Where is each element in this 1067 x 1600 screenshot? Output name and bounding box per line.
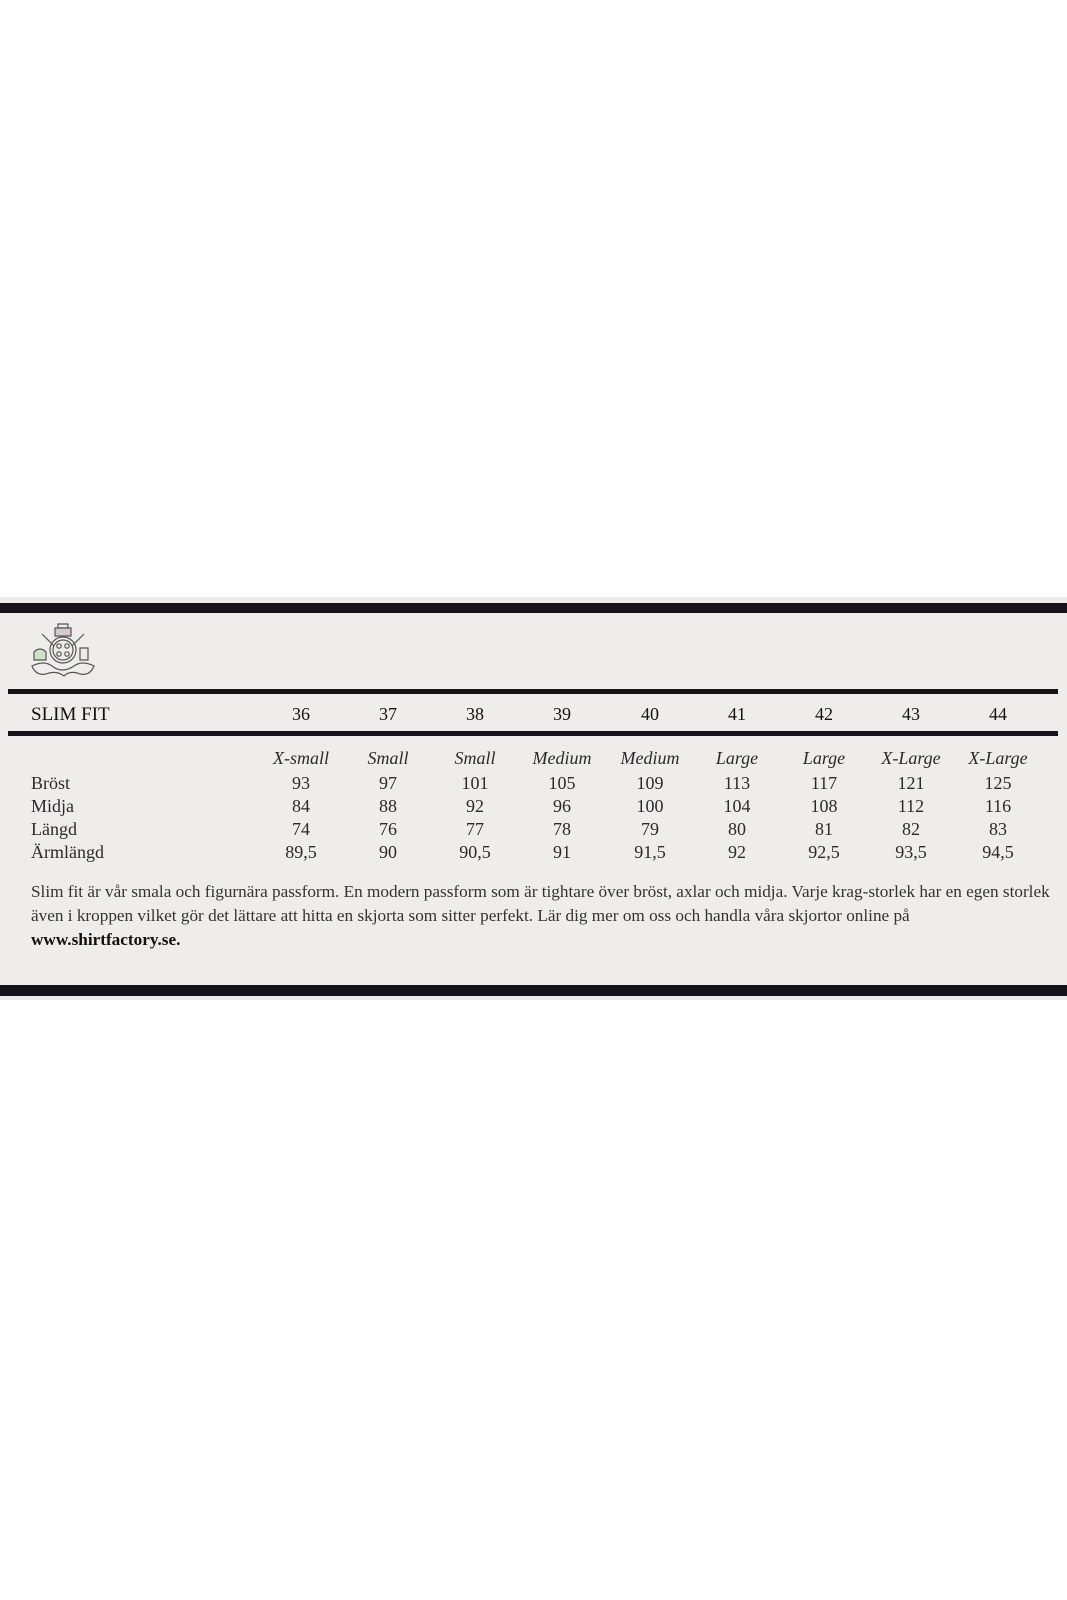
header-top-rule (8, 689, 1058, 694)
row-label: Midja (31, 796, 74, 816)
table-cell: 93,5 (895, 842, 927, 862)
crest-logo-icon (31, 623, 95, 677)
size-name: Large (802, 748, 846, 768)
table-cell: 89,5 (285, 842, 317, 862)
table-cell: 116 (984, 796, 1012, 816)
table-cell: 88 (379, 796, 397, 816)
website-link[interactable]: www.shirtfactory.se. (31, 930, 181, 949)
table-cell: 97 (379, 773, 397, 793)
row-label: Ärmlängd (31, 842, 104, 862)
size-column-header: 41 (728, 704, 746, 724)
description-text: Slim fit är vår smala och figurnära pass… (31, 882, 1050, 925)
table-cell: 121 (897, 773, 925, 793)
size-column-header: 40 (641, 704, 659, 724)
table-cell: 117 (810, 773, 838, 793)
size-column-header: 39 (553, 704, 571, 724)
table-cell: 101 (461, 773, 489, 793)
table-cell: 105 (548, 773, 576, 793)
size-column-header: 42 (815, 704, 833, 724)
table-cell: 84 (292, 796, 310, 816)
table-cell: 77 (466, 819, 484, 839)
table-cell: 81 (815, 819, 833, 839)
size-column-header: 43 (902, 704, 920, 724)
table-cell: 83 (989, 819, 1007, 839)
row-label: Bröst (31, 773, 71, 793)
table-cell: 113 (723, 773, 751, 793)
fit-title: SLIM FIT (31, 704, 110, 725)
table-cell: 125 (984, 773, 1012, 793)
table-cell: 79 (641, 819, 659, 839)
table-cell: 109 (636, 773, 664, 793)
header-bottom-rule (8, 731, 1058, 736)
table-cell: 93 (292, 773, 310, 793)
size-chart-card (0, 597, 1067, 1000)
table-cell: 82 (902, 819, 920, 839)
table-cell: 80 (728, 819, 746, 839)
top-border (0, 603, 1067, 613)
table-cell: 92,5 (808, 842, 840, 862)
table-cell: 78 (553, 819, 571, 839)
size-name: Small (454, 748, 496, 768)
row-label: Längd (31, 819, 77, 839)
size-column-header: 38 (466, 704, 484, 724)
table-cell: 91 (553, 842, 571, 862)
table-cell: 112 (897, 796, 925, 816)
table-cell: 92 (728, 842, 746, 862)
table-cell: 100 (636, 796, 664, 816)
size-column-header: 36 (292, 704, 310, 724)
table-cell: 90,5 (459, 842, 491, 862)
size-column-header: 37 (379, 704, 397, 724)
size-name: Medium (620, 748, 680, 768)
size-name: Medium (532, 748, 592, 768)
size-name: X-small (273, 748, 329, 768)
table-cell: 104 (723, 796, 751, 816)
table-cell: 92 (466, 796, 484, 816)
table-cell: 76 (379, 819, 397, 839)
table-cell: 94,5 (982, 842, 1014, 862)
table-cell: 108 (810, 796, 838, 816)
description-paragraph: Slim fit är vår smala och figurnära pass… (31, 880, 1061, 952)
table-cell: 90 (379, 842, 397, 862)
size-name: X-Large (881, 748, 941, 768)
bottom-border (0, 985, 1067, 996)
size-name: X-Large (968, 748, 1028, 768)
table-cell: 96 (553, 796, 571, 816)
table-cell: 74 (292, 819, 310, 839)
size-name: Small (367, 748, 409, 768)
size-column-header: 44 (989, 704, 1007, 724)
size-name: Large (715, 748, 759, 768)
table-cell: 91,5 (634, 842, 666, 862)
